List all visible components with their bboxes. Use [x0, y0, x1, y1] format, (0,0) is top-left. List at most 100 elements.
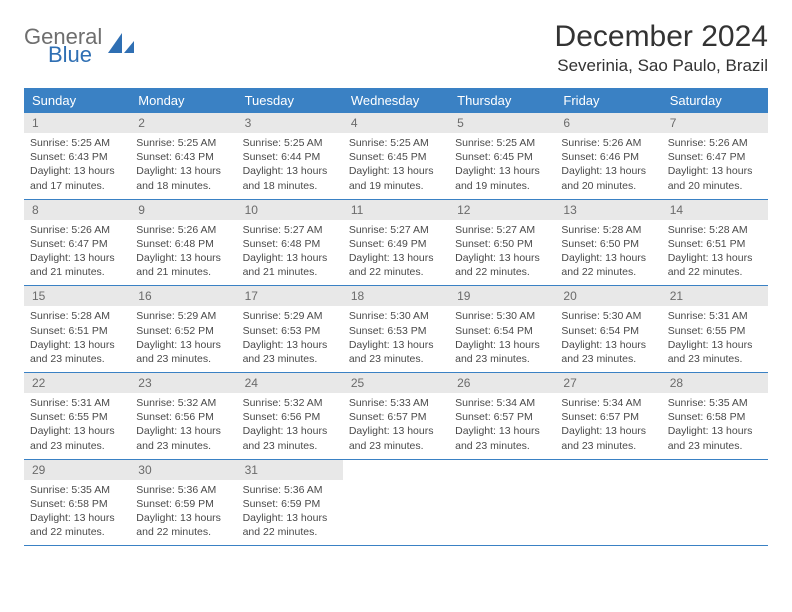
calendar-cell: 22Sunrise: 5:31 AMSunset: 6:55 PMDayligh…	[24, 373, 130, 460]
daylight-text: Daylight: 13 hours and 22 minutes.	[136, 511, 230, 539]
calendar-cell: 9Sunrise: 5:26 AMSunset: 6:48 PMDaylight…	[130, 199, 236, 286]
daylight-text: Daylight: 13 hours and 21 minutes.	[136, 251, 230, 279]
calendar-cell: 24Sunrise: 5:32 AMSunset: 6:56 PMDayligh…	[237, 373, 343, 460]
sunset-text: Sunset: 6:50 PM	[455, 237, 549, 251]
day-body: Sunrise: 5:36 AMSunset: 6:59 PMDaylight:…	[237, 480, 343, 546]
calendar-row: 22 Sunrise: 5:31 AMSunset: 6:55 PM Dayligh…	[24, 373, 768, 460]
weekday-header: Wednesday	[343, 88, 449, 113]
location-subtitle: Severinia, Sao Paulo, Brazil	[555, 56, 768, 76]
day-body: Sunrise: 5:27 AMSunset: 6:49 PMDaylight:…	[343, 220, 449, 286]
daylight-text: Daylight: 13 hours and 22 minutes.	[349, 251, 443, 279]
sunrise-text: Sunrise: 5:29 AM	[136, 309, 230, 323]
daylight-text: Daylight: 13 hours and 18 minutes.	[243, 164, 337, 192]
day-number: 21	[662, 286, 768, 306]
daylight-text: Daylight: 13 hours and 19 minutes.	[455, 164, 549, 192]
calendar-cell	[662, 459, 768, 546]
weekday-header: Monday	[130, 88, 236, 113]
sunset-text: Sunset: 6:57 PM	[561, 410, 655, 424]
day-body: Sunrise: 5:29 AMSunset: 6:53 PMDaylight:…	[237, 306, 343, 372]
day-body: Sunrise: 5:28 AMSunset: 6:51 PMDaylight:…	[24, 306, 130, 372]
sunrise-text: Sunrise: 5:25 AM	[30, 136, 124, 150]
day-body: Sunrise: 5:25 AMSunset: 6:43 PMDaylight:…	[24, 133, 130, 199]
day-number: 14	[662, 200, 768, 220]
calendar-cell: 31Sunrise: 5:36 AMSunset: 6:59 PMDayligh…	[237, 459, 343, 546]
sunrise-text: Sunrise: 5:25 AM	[455, 136, 549, 150]
day-body: Sunrise: 5:30 AMSunset: 6:53 PMDaylight:…	[343, 306, 449, 372]
daylight-text: Daylight: 13 hours and 23 minutes.	[561, 424, 655, 452]
weekday-header: Saturday	[662, 88, 768, 113]
calendar-cell: 4Sunrise: 5:25 AMSunset: 6:45 PMDaylight…	[343, 113, 449, 199]
sunset-text: Sunset: 6:46 PM	[561, 150, 655, 164]
day-body: Sunrise: 5:36 AMSunset: 6:59 PMDaylight:…	[130, 480, 236, 546]
sunrise-text: Sunrise: 5:36 AM	[136, 483, 230, 497]
day-number: 18	[343, 286, 449, 306]
day-body: Sunrise: 5:33 AMSunset: 6:57 PMDaylight:…	[343, 393, 449, 459]
daylight-text: Daylight: 13 hours and 23 minutes.	[668, 424, 762, 452]
day-body: Sunrise: 5:32 AMSunset: 6:56 PMDaylight:…	[237, 393, 343, 459]
calendar-cell: 17Sunrise: 5:29 AMSunset: 6:53 PMDayligh…	[237, 286, 343, 373]
sunrise-text: Sunrise: 5:26 AM	[668, 136, 762, 150]
day-body: Sunrise: 5:34 AMSunset: 6:57 PMDaylight:…	[555, 393, 661, 459]
daylight-text: Daylight: 13 hours and 23 minutes.	[349, 338, 443, 366]
daylight-text: Daylight: 13 hours and 20 minutes.	[668, 164, 762, 192]
day-body: Sunrise: 5:35 AMSunset: 6:58 PMDaylight:…	[662, 393, 768, 459]
day-number: 20	[555, 286, 661, 306]
day-body: Sunrise: 5:26 AMSunset: 6:46 PMDaylight:…	[555, 133, 661, 199]
day-number: 24	[237, 373, 343, 393]
sunrise-text: Sunrise: 5:30 AM	[455, 309, 549, 323]
day-number: 3	[237, 113, 343, 133]
day-number: 27	[555, 373, 661, 393]
daylight-text: Daylight: 13 hours and 22 minutes.	[243, 511, 337, 539]
calendar-cell: 21Sunrise: 5:31 AMSunset: 6:55 PMDayligh…	[662, 286, 768, 373]
day-body: Sunrise: 5:25 AMSunset: 6:44 PMDaylight:…	[237, 133, 343, 199]
calendar-cell	[343, 459, 449, 546]
day-number: 7	[662, 113, 768, 133]
sunset-text: Sunset: 6:52 PM	[136, 324, 230, 338]
calendar-cell: 1Sunrise: 5:25 AMSunset: 6:43 PMDaylight…	[24, 113, 130, 199]
weekday-header: Sunday	[24, 88, 130, 113]
day-number: 30	[130, 460, 236, 480]
sunset-text: Sunset: 6:50 PM	[561, 237, 655, 251]
calendar-cell: 11Sunrise: 5:27 AMSunset: 6:49 PMDayligh…	[343, 199, 449, 286]
calendar-row: 15Sunrise: 5:28 AMSunset: 6:51 PMDayligh…	[24, 286, 768, 373]
calendar-row: 8Sunrise: 5:26 AMSunset: 6:47 PMDaylight…	[24, 199, 768, 286]
sunrise-text: Sunrise: 5:27 AM	[455, 223, 549, 237]
day-number: 25	[343, 373, 449, 393]
logo: General Blue	[24, 26, 136, 66]
sunset-text: Sunset: 6:47 PM	[30, 237, 124, 251]
header: General Blue December 2024 Severinia, Sa…	[24, 20, 768, 76]
day-body: Sunrise: 5:31 AMSunset: 6:55 PMDaylight:…	[662, 306, 768, 372]
day-number: 31	[237, 460, 343, 480]
logo-text: General Blue	[24, 26, 102, 66]
weekday-header: Thursday	[449, 88, 555, 113]
sunset-text: Sunset: 6:57 PM	[349, 410, 443, 424]
calendar-row: 1Sunrise: 5:25 AMSunset: 6:43 PMDaylight…	[24, 113, 768, 199]
sunrise-text: Sunrise: 5:31 AM	[668, 309, 762, 323]
sunset-text: Sunset: 6:58 PM	[30, 497, 124, 511]
day-body: Sunrise: 5:30 AMSunset: 6:54 PMDaylight:…	[449, 306, 555, 372]
calendar-cell: 19Sunrise: 5:30 AMSunset: 6:54 PMDayligh…	[449, 286, 555, 373]
day-body: Sunrise: 5:26 AMSunset: 6:47 PMDaylight:…	[662, 133, 768, 199]
sunrise-text: Sunrise: 5:34 AM	[561, 396, 655, 410]
sunrise-text: Sunrise: 5:30 AM	[349, 309, 443, 323]
day-number: 12	[449, 200, 555, 220]
sunset-text: Sunset: 6:59 PM	[243, 497, 337, 511]
sunset-text: Sunset: 6:55 PM	[668, 324, 762, 338]
sunset-text: Sunset: 6:45 PM	[455, 150, 549, 164]
day-number: 11	[343, 200, 449, 220]
calendar-table: Sunday Monday Tuesday Wednesday Thursday…	[24, 88, 768, 546]
sunrise-text: Sunrise: 5:31 AM	[30, 396, 124, 410]
sunrise-text: Sunrise: 5:27 AM	[349, 223, 443, 237]
daylight-text: Daylight: 13 hours and 23 minutes.	[455, 424, 549, 452]
sunset-text: Sunset: 6:56 PM	[243, 410, 337, 424]
sunset-text: Sunset: 6:55 PM	[30, 410, 124, 424]
sunrise-text: Sunrise: 5:35 AM	[668, 396, 762, 410]
page-title: December 2024	[555, 20, 768, 54]
day-number: 16	[130, 286, 236, 306]
day-number: 29	[24, 460, 130, 480]
calendar-cell: 30Sunrise: 5:36 AMSunset: 6:59 PMDayligh…	[130, 459, 236, 546]
day-number: 23	[130, 373, 236, 393]
sunset-text: Sunset: 6:58 PM	[668, 410, 762, 424]
daylight-text: Daylight: 13 hours and 23 minutes.	[455, 338, 549, 366]
day-number: 22	[24, 373, 130, 393]
